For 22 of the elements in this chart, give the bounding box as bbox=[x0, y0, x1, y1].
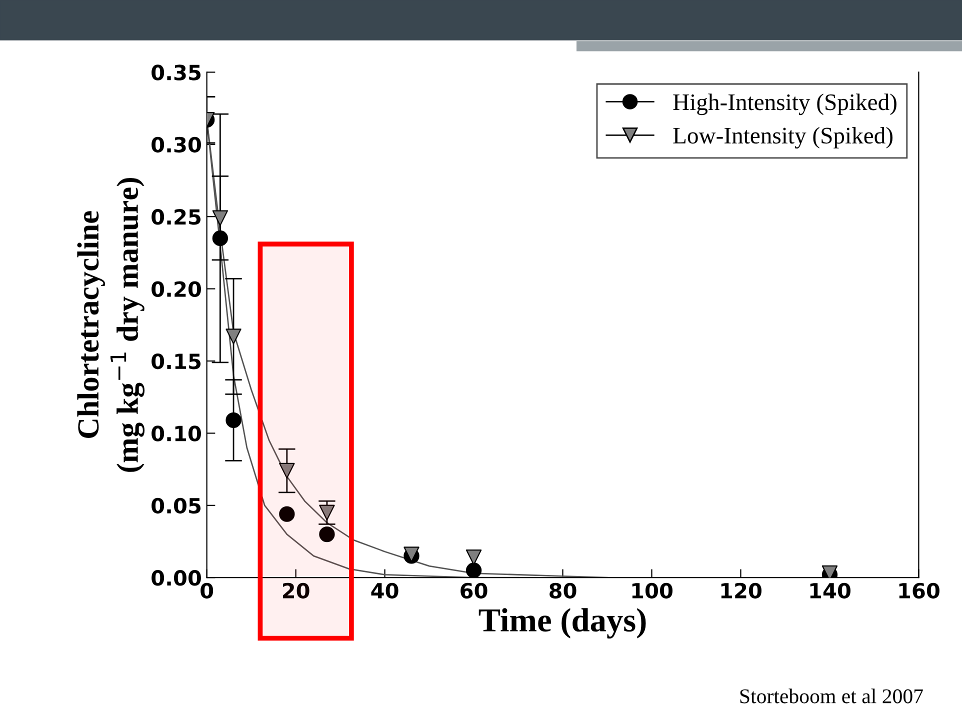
y-tick-label: 0.30 bbox=[152, 136, 201, 153]
y-tick-label: 0.15 bbox=[152, 353, 201, 370]
y-tick-label: 0.35 bbox=[152, 64, 201, 80]
x-tick-label: 160 bbox=[899, 582, 940, 599]
x-tick-label: 0 bbox=[200, 582, 214, 599]
y-tick-label: 0.25 bbox=[152, 209, 201, 225]
x-tick-label: 20 bbox=[282, 582, 310, 599]
x-tick-label: 140 bbox=[810, 582, 850, 599]
x-tick-label: 60 bbox=[460, 582, 488, 599]
y-tick-label: 0.10 bbox=[152, 426, 201, 442]
text: Storteboom et al 2007 bbox=[740, 688, 923, 704]
x-tick-label: 80 bbox=[550, 582, 576, 599]
x-tick-label: 120 bbox=[721, 582, 762, 599]
x-axis-title: Time (days) bbox=[478, 608, 646, 638]
legend-label: Low-Intensity (Spiked) bbox=[673, 127, 892, 148]
y-axis-title: Chlortetracycline (mg kg$^{−1}$ dry manure) bbox=[77, 178, 145, 472]
y-tick-label: 0.20 bbox=[152, 281, 201, 298]
y-tick-label: 0.00 bbox=[152, 570, 201, 586]
x-tick-label: 40 bbox=[371, 582, 398, 599]
x-tick-label: 100 bbox=[632, 582, 673, 599]
legend-label: High-Intensity (Spiked) bbox=[673, 94, 896, 116]
y-tick-label: 0.05 bbox=[152, 498, 201, 514]
